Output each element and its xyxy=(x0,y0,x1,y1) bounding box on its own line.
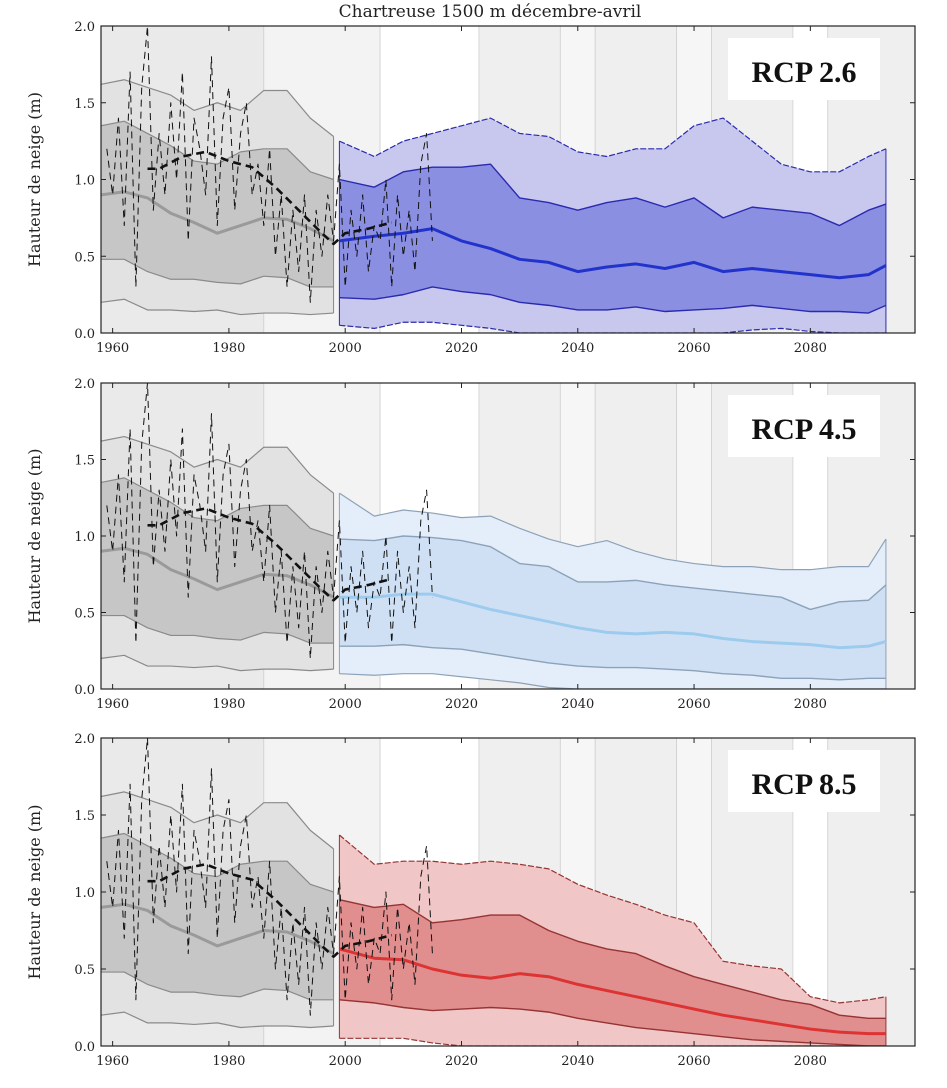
historical-q95-line xyxy=(101,79,334,137)
y-tick-label: 0.0 xyxy=(74,327,95,342)
x-tick-label: 2040 xyxy=(561,341,594,356)
x-tick-label: 1980 xyxy=(212,341,245,356)
x-tick-label: 1980 xyxy=(212,1054,245,1069)
scenario-label-box xyxy=(728,38,880,100)
x-tick-label: 1960 xyxy=(96,1054,129,1069)
y-tick-label: 1.5 xyxy=(74,454,95,469)
scenario-label-box xyxy=(728,750,880,812)
x-tick-label: 2020 xyxy=(445,341,478,356)
x-tick-label: 2020 xyxy=(445,1054,478,1069)
x-tick-label: 2000 xyxy=(329,341,362,356)
projection-q95-line xyxy=(339,117,887,173)
scenario-label: RCP 8.5 xyxy=(752,768,857,801)
historical-band-25-75 xyxy=(101,121,334,287)
projection-band-25-75 xyxy=(339,536,886,680)
scenario-label: RCP 4.5 xyxy=(752,413,857,446)
x-tick-label: 2060 xyxy=(678,697,711,712)
x-tick-label: 2040 xyxy=(561,1054,594,1069)
projection-q25-line xyxy=(339,999,886,1046)
observed-running-mean-line xyxy=(147,150,393,246)
scenario-label: RCP 2.6 xyxy=(752,56,857,89)
y-tick-label: 1.5 xyxy=(74,97,95,112)
y-tick-label: 1.5 xyxy=(74,809,95,824)
projection-band-25-75 xyxy=(339,164,886,314)
projection-q05-line xyxy=(339,321,886,333)
x-tick-label: 2040 xyxy=(561,697,594,712)
historical-q95-line xyxy=(101,791,334,850)
y-tick-label: 2.0 xyxy=(74,377,95,392)
panel-rcp-8-5: RCP 8.5 0.0 0.5 1.0 1.5 2.0 1960 1980 2000 2020 20… xyxy=(25,732,916,1069)
x-tick-label: 2080 xyxy=(794,1054,827,1069)
plot-area xyxy=(101,26,915,333)
historical-q75-line xyxy=(101,832,334,893)
projection-q75-line xyxy=(339,899,886,1019)
historical-median-line xyxy=(101,902,335,955)
historical-median-line xyxy=(101,190,335,243)
historical-q95-line xyxy=(101,435,334,494)
panel-rcp-2-6: RCP 2.6 0.0 0.5 1.0 1.5 2.0 1960 1980 2000 2020 20… xyxy=(25,20,916,356)
projection-q95-line xyxy=(339,492,887,571)
x-tick-label: 2060 xyxy=(678,1054,711,1069)
projection-q05-line xyxy=(339,673,886,689)
x-tick-label: 2080 xyxy=(794,341,827,356)
x-tick-label: 1960 xyxy=(96,697,129,712)
y-tick-label: 0.0 xyxy=(74,683,95,698)
historical-band-25-75 xyxy=(101,833,334,1000)
y-axis-label: Hauteur de neige (m) xyxy=(25,449,44,624)
x-tick-label: 1960 xyxy=(96,341,129,356)
y-axis-label: Hauteur de neige (m) xyxy=(25,805,44,980)
y-tick-label: 0.0 xyxy=(74,1040,95,1055)
chart-title: Chartreuse 1500 m décembre-avril xyxy=(339,2,642,22)
projection-median-line xyxy=(339,947,886,1036)
x-tick-label: 2080 xyxy=(794,697,827,712)
y-tick-label: 1.0 xyxy=(74,886,95,901)
projection-q95-line xyxy=(339,834,887,1004)
y-tick-label: 2.0 xyxy=(74,732,95,747)
x-tick-label: 2060 xyxy=(678,341,711,356)
y-tick-label: 0.5 xyxy=(74,963,95,978)
observed-annual-line xyxy=(106,738,433,1016)
y-tick-label: 0.5 xyxy=(74,607,95,622)
y-tick-label: 2.0 xyxy=(74,20,95,35)
projection-q25-line xyxy=(339,286,887,314)
x-tick-label: 2020 xyxy=(445,697,478,712)
historical-q25-line xyxy=(101,614,334,644)
historical-q05-line xyxy=(101,654,334,672)
historical-q75-line xyxy=(101,477,334,537)
panel-rcp-4-5: RCP 4.5 0.0 0.5 1.0 1.5 2.0 1960 1980 2000 2020 20… xyxy=(25,377,916,712)
historical-q25-line xyxy=(101,258,334,288)
historical-median-line xyxy=(101,546,335,599)
projection-median-line xyxy=(339,592,887,650)
projection-q05-line xyxy=(339,1037,886,1046)
y-tick-label: 1.0 xyxy=(74,174,95,189)
historical-band-25-75 xyxy=(101,477,334,644)
y-tick-label: 1.0 xyxy=(74,530,95,545)
historical-q75-line xyxy=(101,120,334,181)
projection-q75-line xyxy=(339,535,887,611)
x-tick-label: 2000 xyxy=(329,697,362,712)
projection-q75-line xyxy=(339,163,887,227)
historical-q05-line xyxy=(101,1011,334,1029)
observed-running-mean-line xyxy=(147,862,393,958)
x-tick-label: 1980 xyxy=(212,697,245,712)
observed-annual-line xyxy=(106,26,433,303)
observed-annual-line xyxy=(106,383,433,659)
observed-running-mean-line xyxy=(147,507,393,602)
historical-q05-line xyxy=(101,298,334,316)
y-axis-label: Hauteur de neige (m) xyxy=(25,92,44,267)
plot-area xyxy=(101,383,915,689)
historical-q25-line xyxy=(101,971,334,1001)
projection-band-25-75 xyxy=(339,899,886,1046)
projection-median-line xyxy=(339,227,887,280)
y-tick-label: 0.5 xyxy=(74,250,95,265)
projection-q25-line xyxy=(339,643,886,681)
scenario-label-box xyxy=(728,395,880,457)
x-tick-label: 2000 xyxy=(329,1054,362,1069)
